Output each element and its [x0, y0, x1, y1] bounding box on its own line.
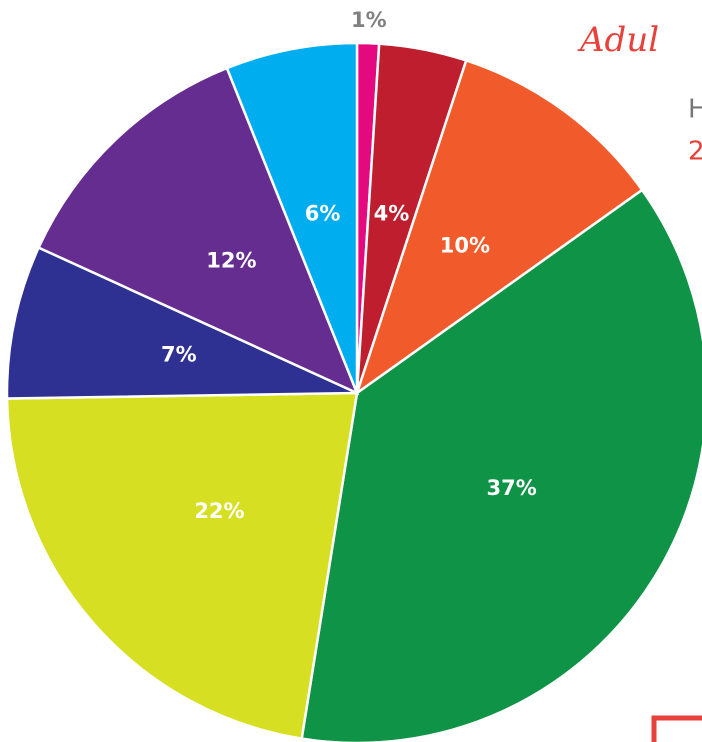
- text-fragment: H: [688, 95, 702, 125]
- text-fragment: 2: [688, 137, 702, 167]
- button-outline: [651, 715, 702, 742]
- data-label: 10%: [440, 233, 490, 257]
- heading-fragment: Adul: [577, 20, 659, 60]
- data-label: 4%: [374, 201, 410, 225]
- pie-slice: [5, 391, 359, 741]
- data-label: 6%: [305, 201, 341, 225]
- pie: [5, 41, 702, 742]
- data-label: 37%: [487, 476, 537, 500]
- data-label: 7%: [161, 343, 197, 367]
- data-label: 22%: [194, 499, 244, 523]
- data-label: 12%: [206, 248, 256, 272]
- pie-slice: [354, 58, 644, 397]
- pie-slice: [36, 66, 360, 396]
- pie-slice: [5, 245, 358, 400]
- pie-slice: [300, 188, 702, 742]
- data-label: 1%: [351, 8, 387, 32]
- pie-slice: [225, 41, 359, 394]
